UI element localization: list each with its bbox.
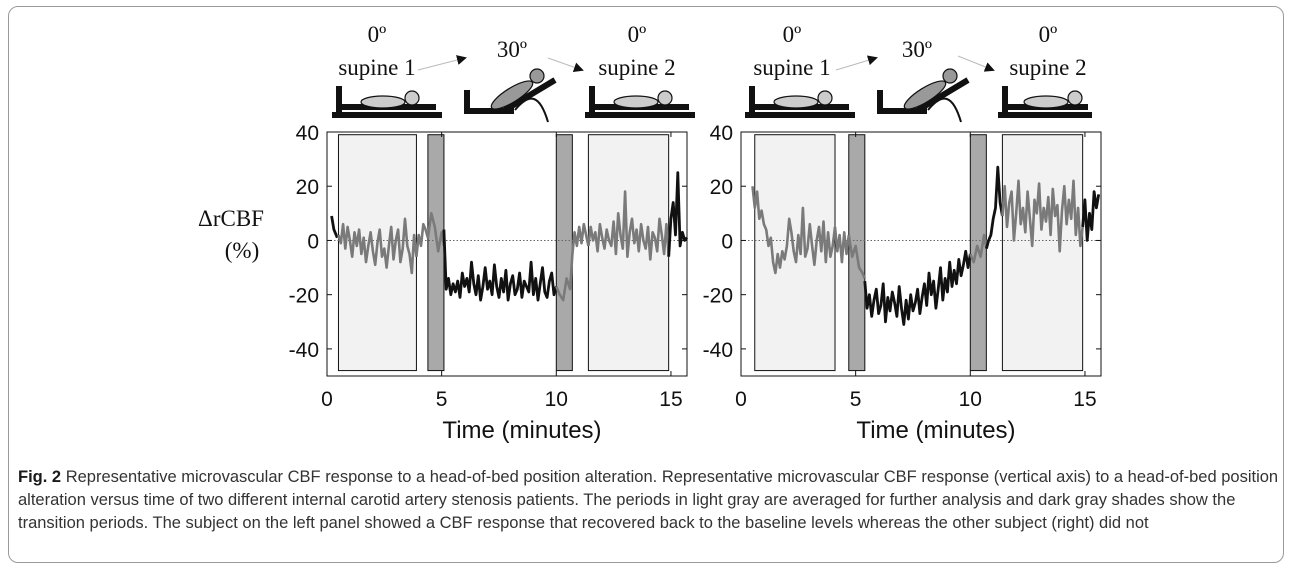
right-xtick-label: 10 xyxy=(959,388,982,411)
left-ytick-label: -20 xyxy=(289,285,319,308)
left-trace-supine2 xyxy=(587,190,670,261)
right-label-name-3: supine 2 xyxy=(1009,55,1086,80)
left-arrow-2 xyxy=(547,57,584,73)
right-xtick-label: 0 xyxy=(735,388,747,411)
right-trace-dark1 xyxy=(847,234,866,279)
left-trace-dark2 xyxy=(555,253,574,302)
left-x-axis-label: Time (minutes) xyxy=(442,417,601,444)
right-ytick-label: 40 xyxy=(710,122,733,145)
right-label-angle-2: 30º xyxy=(902,37,932,62)
y-axis-label-line-1: ΔrCBF xyxy=(198,206,264,231)
left-label-name-1: supine 1 xyxy=(338,55,415,80)
right-xtick-label: 15 xyxy=(1073,388,1096,411)
right-trace-supine1 xyxy=(751,186,837,275)
left-trace-before xyxy=(330,215,339,239)
left-trace-tilt xyxy=(442,229,558,302)
caption-text: Representative microvascular CBF respons… xyxy=(18,468,1279,532)
right-x-axis-label: Time (minutes) xyxy=(856,417,1015,444)
left-label-name-3: supine 2 xyxy=(598,55,675,80)
right-trace-dark2 xyxy=(969,233,988,264)
right-arrow-1 xyxy=(835,55,878,71)
left-trace-transition2 xyxy=(571,222,590,255)
right-tilted-bed-icon xyxy=(877,68,970,123)
right-trace-after xyxy=(1081,190,1101,242)
right-supine-bed-icon-2 xyxy=(998,86,1092,118)
left-ytick-label: 20 xyxy=(296,176,319,199)
left-plot: 40 20 0 -20 -40 0 5 10 15 Time (minutes) xyxy=(289,122,689,444)
right-trace-tilt xyxy=(863,249,972,326)
right-ytick-label: 20 xyxy=(710,176,733,199)
left-label-angle-3: 0º xyxy=(628,22,647,47)
right-ytick-label: 0 xyxy=(721,230,733,253)
left-trace-after xyxy=(667,171,689,257)
left-transition-window-1 xyxy=(427,134,445,372)
left-xtick-label: 10 xyxy=(545,388,568,411)
right-xtick-label: 5 xyxy=(850,388,862,411)
right-position-header: 0º supine 1 30º 0º supine 2 xyxy=(745,22,1092,123)
right-axes-box xyxy=(740,131,1102,377)
right-supine-bed-icon-1 xyxy=(745,86,855,118)
left-position-header: 0º supine 1 30º 0º supine 2 xyxy=(332,22,695,123)
right-label-angle-3: 0º xyxy=(1039,22,1058,47)
right-averaging-window-2 xyxy=(1001,134,1084,372)
left-arrow-1 xyxy=(417,55,467,71)
left-ytick-label: 0 xyxy=(307,230,319,253)
right-trace-transition2 xyxy=(985,165,1004,249)
figure-caption: Fig. 2 Representative microvascular CBF … xyxy=(18,466,1280,535)
right-arrow-2 xyxy=(957,55,995,72)
right-ytick-label: -40 xyxy=(703,339,733,362)
right-label-angle-1: 0º xyxy=(783,22,802,47)
left-trace-transition1 xyxy=(415,222,430,257)
left-transition-window-2 xyxy=(555,134,573,372)
right-trace-transition1 xyxy=(833,226,851,264)
left-xtick-label: 15 xyxy=(659,388,682,411)
left-supine-bed-icon-2 xyxy=(585,86,695,118)
left-tilted-bed-icon xyxy=(464,68,557,123)
left-trace-supine1 xyxy=(337,217,418,275)
left-label-angle-1: 0º xyxy=(368,22,387,47)
y-axis-label-line-2: (%) xyxy=(225,238,259,263)
right-label-name-1: supine 1 xyxy=(753,55,830,80)
left-label-angle-2: 30º xyxy=(497,37,527,62)
right-trace-supine2 xyxy=(1001,179,1084,253)
left-xtick-label: 5 xyxy=(436,388,448,411)
right-plot: 40 20 0 -20 -40 0 5 10 15 Time (minutes) xyxy=(703,122,1102,444)
left-trace-dark1 xyxy=(426,212,446,253)
left-xtick-label: 0 xyxy=(321,388,333,411)
right-ytick-label: -20 xyxy=(703,285,733,308)
caption-label: Fig. 2 xyxy=(18,468,62,486)
left-axes-box xyxy=(326,131,688,377)
left-ytick-label: -40 xyxy=(289,339,319,362)
left-supine-bed-icon-1 xyxy=(332,86,442,118)
left-ytick-label: 40 xyxy=(296,122,319,145)
